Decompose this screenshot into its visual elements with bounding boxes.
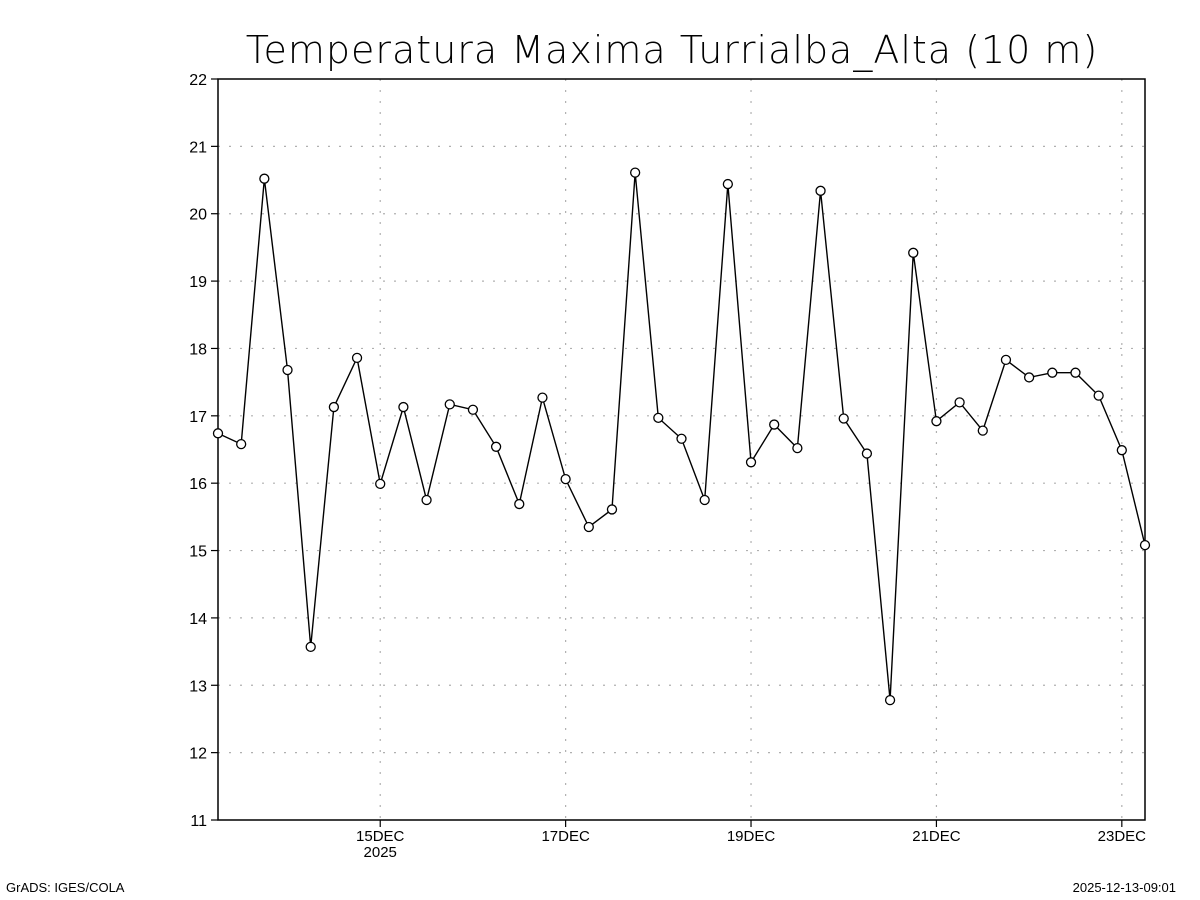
data-point xyxy=(861,448,873,459)
data-point xyxy=(212,428,224,439)
data-point xyxy=(467,404,479,415)
footer-credit: GrADS: IGES/COLA xyxy=(6,880,125,895)
y-tick-label: 14 xyxy=(189,611,207,628)
x-tick-label: 17DEC xyxy=(541,828,590,845)
data-point xyxy=(606,504,618,515)
data-point xyxy=(282,364,293,376)
data-point xyxy=(699,494,710,506)
x-tick-sublabel: 2025 xyxy=(364,844,397,861)
data-point xyxy=(236,438,247,450)
data-point xyxy=(375,478,386,490)
data-point xyxy=(838,413,849,424)
data-point xyxy=(259,173,270,184)
data-point xyxy=(653,412,664,423)
data-point xyxy=(769,419,780,430)
y-tick-label: 16 xyxy=(189,476,207,493)
y-tick-label: 22 xyxy=(189,72,207,89)
data-point xyxy=(398,401,409,413)
data-point xyxy=(1093,390,1104,401)
y-tick-label: 18 xyxy=(189,341,207,358)
data-point xyxy=(444,399,455,410)
data-point xyxy=(421,494,432,506)
data-point xyxy=(792,443,803,454)
data-point xyxy=(1116,445,1127,456)
chart-title: Temperatura Maxima Turrialba_Alta (10 m) xyxy=(246,28,1099,73)
data-point xyxy=(514,498,525,510)
data-point xyxy=(908,247,919,258)
data-point xyxy=(815,185,826,196)
data-point xyxy=(328,401,340,413)
series-layer xyxy=(212,167,1151,706)
data-point xyxy=(722,178,733,190)
x-tick-label: 21DEC xyxy=(912,828,961,845)
x-tick-label: 23DEC xyxy=(1098,828,1147,845)
data-point xyxy=(1139,540,1151,551)
data-point xyxy=(630,167,641,178)
data-point xyxy=(490,441,502,452)
y-tick-label: 13 xyxy=(189,678,207,695)
data-point xyxy=(931,416,942,427)
data-point xyxy=(560,473,571,485)
data-point xyxy=(954,397,965,408)
y-axis: 11 12 13 14 15 16 17 18 19 20 21 22 xyxy=(189,72,218,830)
data-point xyxy=(977,425,988,436)
data-point xyxy=(583,521,594,533)
grid-lines xyxy=(218,79,1145,820)
y-tick-label: 19 xyxy=(189,274,207,291)
data-point xyxy=(305,641,316,653)
data-point xyxy=(351,352,363,364)
data-point xyxy=(1047,367,1058,378)
data-point xyxy=(1070,367,1081,378)
y-tick-label: 15 xyxy=(189,544,207,561)
x-tick-label: 19DEC xyxy=(727,828,776,845)
data-point xyxy=(884,694,896,706)
y-tick-label: 20 xyxy=(189,207,207,224)
data-point xyxy=(1023,372,1035,383)
y-tick-label: 21 xyxy=(189,139,207,156)
x-tick-label: 15DEC xyxy=(356,828,405,845)
plot-frame xyxy=(217,78,1146,821)
y-tick-label: 11 xyxy=(190,813,207,830)
data-point xyxy=(676,433,687,444)
y-tick-label: 17 xyxy=(189,409,207,426)
data-point xyxy=(1000,354,1012,366)
data-point xyxy=(745,457,757,468)
footer-timestamp: 2025-12-13-09:01 xyxy=(1072,880,1176,895)
y-tick-label: 12 xyxy=(189,746,207,763)
data-point xyxy=(537,392,548,403)
